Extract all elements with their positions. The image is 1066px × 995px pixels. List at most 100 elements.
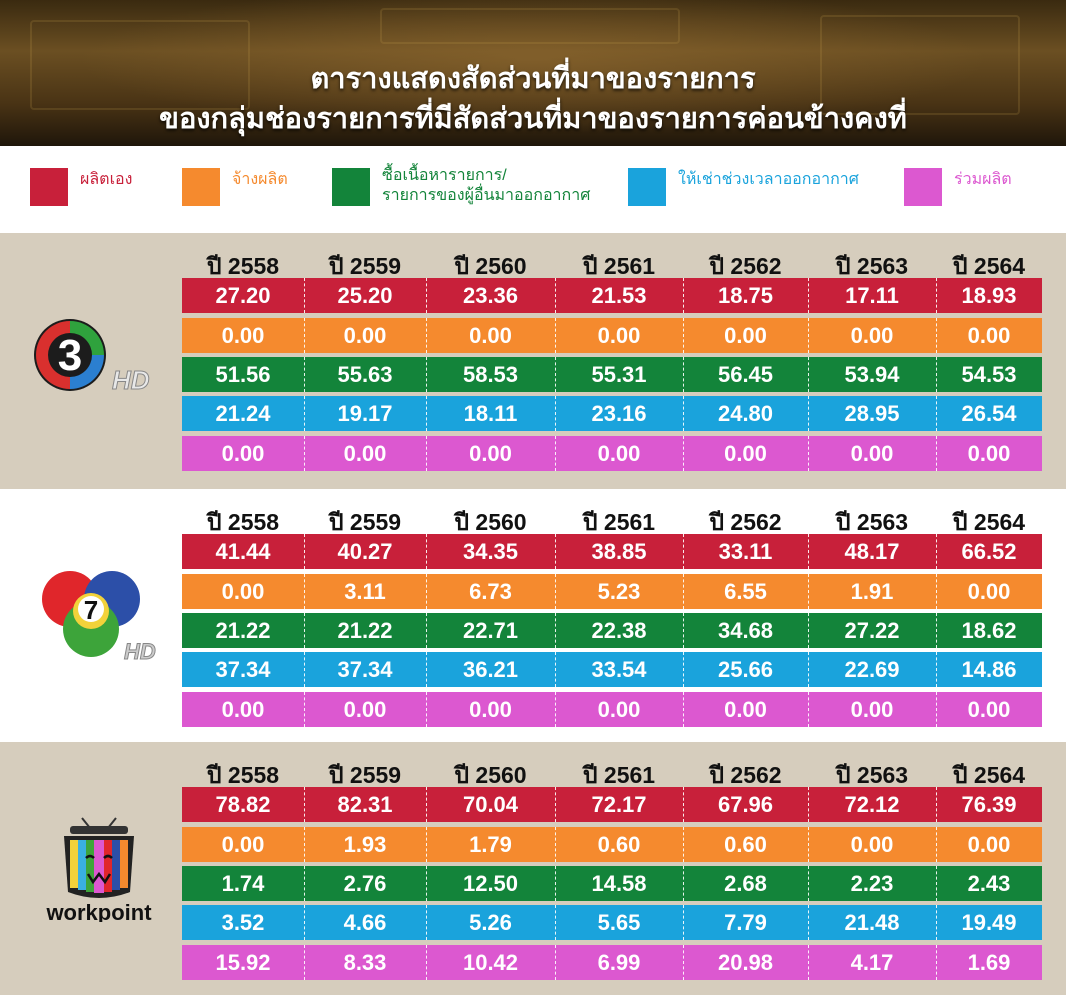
table-cell: 21.48 xyxy=(844,910,900,935)
table-row-acquired: 1.74 2.76 12.50 14.58 2.68 2.23 2.43 xyxy=(182,866,1042,901)
table-cell: 19.49 xyxy=(961,910,1017,935)
table-cell: 21.22 xyxy=(215,618,271,643)
cell-divider xyxy=(808,357,809,392)
year-header: ปี 2558 xyxy=(206,762,280,788)
cell-divider xyxy=(808,827,809,862)
cell-divider xyxy=(426,945,427,980)
year-header: ปี 2560 xyxy=(454,253,527,279)
page-title-line-1: ตารางแสดงสัดส่วนที่มาของรายการ xyxy=(310,63,756,95)
cell-divider xyxy=(555,574,556,609)
cell-divider xyxy=(808,574,809,609)
legend-swatch xyxy=(904,168,942,206)
legend-item-acquired: ซื้อเนื้อหารายการ/ รายการของผู้อื่นมาออก… xyxy=(332,164,590,206)
table-cell: 0.00 xyxy=(469,441,512,466)
cell-divider xyxy=(304,787,305,822)
table-cell: 0.00 xyxy=(221,579,265,604)
year-header: ปี 2561 xyxy=(582,762,656,788)
table-cell: 0.00 xyxy=(597,441,641,466)
year-header: ปี 2562 xyxy=(709,509,782,535)
table-cell: 19.17 xyxy=(337,401,393,426)
cell-divider xyxy=(555,613,556,648)
table-cell: 14.86 xyxy=(961,657,1017,682)
channel-7hd-section: 7 HD ปี 2558 ปี 2559 ปี 2560 ปี 2561 ปี 2562… xyxy=(0,489,1066,745)
page-title-line-2: ของกลุ่มช่องรายการที่มีสัดส่วนที่มาของรา… xyxy=(159,103,907,135)
cell-divider xyxy=(683,574,684,609)
banner-decoration xyxy=(820,15,1020,115)
cell-divider xyxy=(555,357,556,392)
table-cell: 21.22 xyxy=(337,618,393,643)
legend-label: จ้างผลิต xyxy=(232,171,288,188)
legend-label: ผลิตเอง xyxy=(80,171,133,188)
cell-divider xyxy=(936,692,937,727)
cell-divider xyxy=(426,396,427,431)
legend-swatch xyxy=(628,168,666,206)
table-cell: 2.68 xyxy=(724,871,767,896)
table-row-outsourced: 0.00 3.11 6.73 5.23 6.55 1.91 0.00 xyxy=(182,574,1042,609)
cell-divider xyxy=(808,436,809,471)
workpoint-logo: workpoint xyxy=(45,817,152,922)
table-cell: 18.11 xyxy=(463,401,518,426)
table-cell: 67.96 xyxy=(717,792,774,817)
cell-divider xyxy=(555,318,556,353)
cell-divider xyxy=(426,827,427,862)
legend-label: ร่วมผลิต xyxy=(954,171,1012,188)
table-cell: 0.60 xyxy=(724,832,767,857)
year-header: ปี 2558 xyxy=(206,253,280,279)
cell-divider xyxy=(683,278,684,313)
cell-divider xyxy=(555,866,556,901)
legend-swatch xyxy=(332,168,370,206)
table-cell: 0.00 xyxy=(597,697,641,722)
cell-divider xyxy=(808,787,809,822)
cell-divider xyxy=(426,613,427,648)
cell-divider xyxy=(304,945,305,980)
table-cell: 25.20 xyxy=(337,283,393,308)
cell-divider xyxy=(426,318,427,353)
table-cell: 34.68 xyxy=(717,618,774,643)
table-cell: 0.00 xyxy=(724,323,767,348)
year-header: ปี 2564 xyxy=(952,509,1026,535)
table-cell: 53.94 xyxy=(844,362,900,387)
table-row-acquired: 51.56 55.63 58.53 55.31 56.45 53.94 54.53 xyxy=(182,357,1042,392)
cell-divider xyxy=(683,692,684,727)
table-cell: 0.00 xyxy=(850,441,894,466)
table-cell: 20.98 xyxy=(717,950,774,975)
table-cell: 82.31 xyxy=(337,792,393,817)
cell-divider xyxy=(555,905,556,940)
cell-divider xyxy=(304,652,305,687)
year-header: ปี 2559 xyxy=(328,253,402,279)
cell-divider xyxy=(683,866,684,901)
table-cell: 72.12 xyxy=(844,792,900,817)
legend-label-line-1: ซื้อเนื้อหารายการ/ xyxy=(382,167,507,184)
year-header: ปี 2558 xyxy=(206,509,280,535)
cell-divider xyxy=(683,534,684,569)
header-banner: ตารางแสดงสัดส่วนที่มาของรายการ ของกลุ่มช… xyxy=(0,0,1066,146)
legend-item-self-produced: ผลิตเอง xyxy=(30,168,132,206)
table-row-co-produced: 0.00 0.00 0.00 0.00 0.00 0.00 0.00 xyxy=(182,436,1042,471)
table-cell: 6.55 xyxy=(724,579,767,604)
table-cell: 56.45 xyxy=(717,362,774,387)
legend-item-time-lease: ให้เช่าช่วงเวลาออกอากาศ xyxy=(628,168,859,206)
cell-divider xyxy=(936,866,937,901)
table-cell: 41.44 xyxy=(215,539,271,564)
table-cell: 23.16 xyxy=(591,401,647,426)
cell-divider xyxy=(808,318,809,353)
cell-divider xyxy=(683,436,684,471)
workpoint-logo-text: workpoint xyxy=(45,900,152,922)
table-cell: 22.69 xyxy=(844,657,900,682)
table-cell: 0.00 xyxy=(724,697,767,722)
legend-item-co-produced: ร่วมผลิต xyxy=(904,168,1012,206)
table-cell: 8.33 xyxy=(343,950,387,975)
cell-divider xyxy=(936,827,937,862)
table-cell: 2.23 xyxy=(850,871,894,896)
table-cell: 15.92 xyxy=(215,950,271,975)
cell-divider xyxy=(426,905,427,940)
table-cell: 24.80 xyxy=(717,401,774,426)
table-cell: 48.17 xyxy=(844,539,900,564)
cell-divider xyxy=(304,613,305,648)
legend-swatch xyxy=(30,168,68,206)
table-cell: 0.00 xyxy=(724,441,767,466)
cell-divider xyxy=(304,278,305,313)
cell-divider xyxy=(936,396,937,431)
table-cell: 0.00 xyxy=(850,697,894,722)
cell-divider xyxy=(555,945,556,980)
